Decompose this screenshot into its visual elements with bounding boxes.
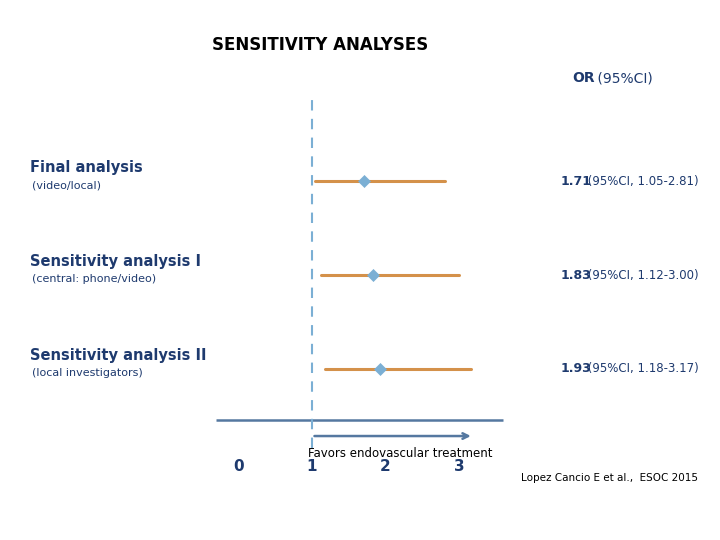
Text: (video/local): (video/local) [32,181,101,191]
Text: (local investigators): (local investigators) [32,368,143,378]
Text: 1.93: 1.93 [560,362,591,375]
Text: Lopez Cancio E et al.,  ESOC 2015: Lopez Cancio E et al., ESOC 2015 [521,473,698,483]
Text: 1.83: 1.83 [560,268,591,281]
Text: SENSITIVITY ANALYSES: SENSITIVITY ANALYSES [212,36,428,53]
Text: Favors endovascular treatment: Favors endovascular treatment [307,447,492,460]
Text: 1.71: 1.71 [560,175,591,188]
Text: (central: phone/video): (central: phone/video) [32,274,156,285]
Text: (95%CI): (95%CI) [593,71,652,85]
Text: (95%CI, 1.18-3.17): (95%CI, 1.18-3.17) [584,362,698,375]
Text: Sensitivity analysis II: Sensitivity analysis II [30,348,207,363]
Text: (95%CI, 1.12-3.00): (95%CI, 1.12-3.00) [584,268,698,281]
Text: OR: OR [572,71,595,85]
Text: Sensitivity analysis I: Sensitivity analysis I [30,254,202,269]
Text: Final analysis: Final analysis [30,160,143,176]
Text: AAN, 2015 Washington DC: AAN, 2015 Washington DC [40,518,187,528]
Text: (95%CI, 1.05-2.81): (95%CI, 1.05-2.81) [584,175,698,188]
Text: 17: 17 [684,518,698,528]
